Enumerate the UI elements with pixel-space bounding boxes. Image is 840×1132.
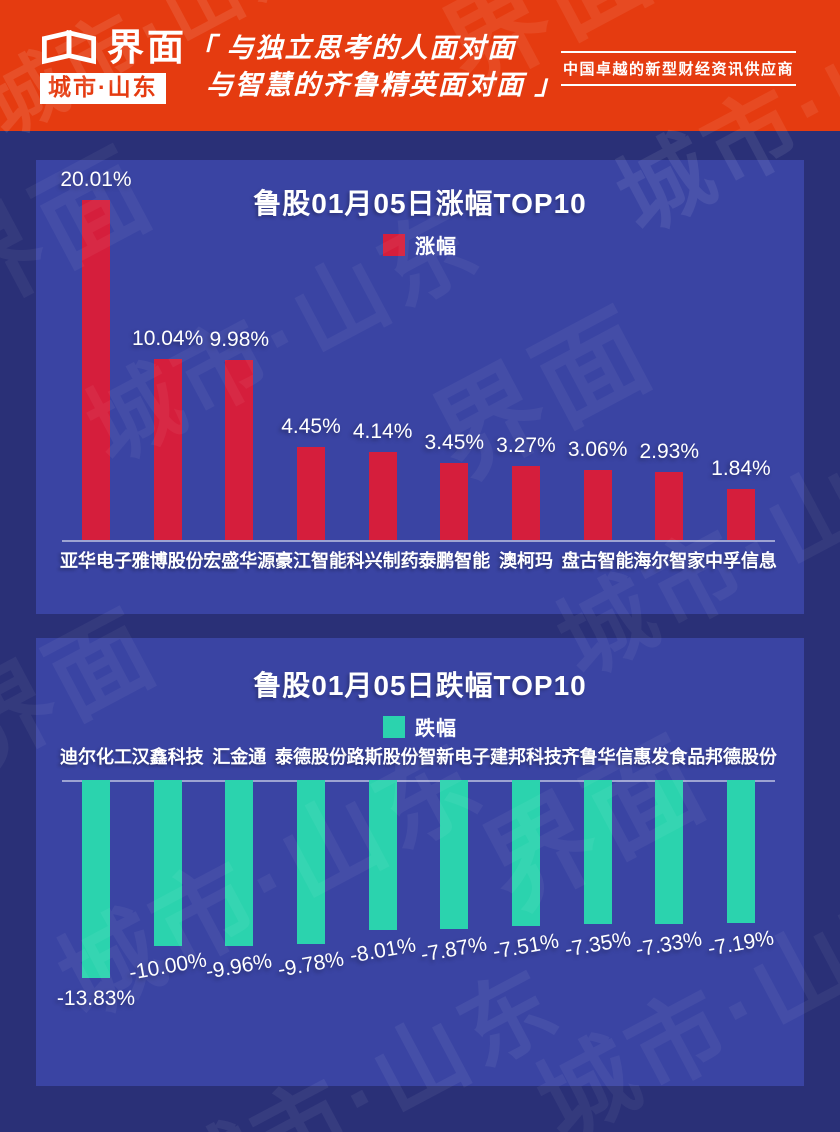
bar-category-label: 中孚信息 (704, 551, 777, 571)
loser-bar-10 (726, 780, 755, 923)
bar-value-label: -9.78% (276, 947, 346, 982)
gainers-legend: 涨幅 (36, 230, 804, 259)
loser-bar-3 (225, 780, 254, 946)
bar-value-label: -7.19% (706, 926, 776, 961)
bar-category-label: 雅博股份 (131, 551, 204, 571)
bar-value-label: -13.83% (56, 987, 136, 1010)
losers-chart-title: 鲁股01月05日跌幅TOP10 (253, 670, 587, 701)
bar-value-label: 2.93% (639, 440, 700, 463)
bar-category-label: 科兴制药 (346, 551, 419, 571)
bar-value-label: 9.98% (209, 328, 270, 351)
gainer-bar-6 (440, 463, 469, 540)
brand-region-badge: 城市·山东 (40, 73, 166, 104)
losers-legend: 跌幅 (36, 712, 804, 741)
bar-value-label: 4.14% (352, 420, 413, 443)
bar-category-label: 路斯股份 (346, 747, 419, 767)
bar-category-label: 邦德股份 (704, 747, 777, 767)
bar-category-label: 迪尔化工 (60, 747, 132, 767)
bar-category-label: 建邦科技 (489, 747, 562, 767)
jiemian-logo-top: 界面 (40, 29, 187, 66)
gainers-chart-panel: 鲁股01月05日涨幅TOP10 涨幅 20.01% 亚华电子 10.04% 雅博股份 9… (36, 160, 804, 614)
bar-value-label: -7.33% (634, 927, 704, 962)
bar-value-label: 20.01% (60, 168, 132, 191)
bar-category-label: 海尔智家 (633, 551, 706, 571)
jiemian-logo-icon (42, 29, 96, 64)
brand-name: 界面 (107, 27, 187, 68)
bar-category-label: 智新电子 (418, 747, 491, 767)
bar-category-label: 宏盛华源 (203, 551, 276, 571)
jiemian-logo: 界面 城市·山东 (40, 29, 187, 104)
gainer-bar-8 (583, 470, 612, 540)
gainers-x-axis-line (62, 540, 775, 542)
bar-value-label: 3.27% (496, 434, 556, 457)
gainers-legend-label: 涨幅 (415, 236, 457, 258)
bar-category-label: 豪江智能 (274, 551, 347, 571)
bar-value-label: -7.51% (491, 929, 561, 964)
bar-category-label: 亚华电子 (60, 551, 132, 571)
bar-category-label: 澳柯玛 (498, 551, 553, 571)
gainers-chart-title: 鲁股01月05日涨幅TOP10 (253, 188, 587, 219)
gainer-bar-3 (225, 360, 254, 540)
bar-value-label: -9.96% (204, 949, 274, 984)
tagline: 中国卓越的新型财经资讯供应商 (560, 51, 796, 86)
losers-legend-swatch (383, 715, 405, 738)
bar-value-label: 4.45% (281, 415, 341, 438)
losers-x-axis-line (62, 780, 775, 782)
bar-value-label: 1.84% (711, 457, 771, 480)
bar-value-label: 3.06% (567, 438, 628, 461)
bar-value-label: -7.35% (562, 927, 633, 962)
loser-bar-7 (511, 780, 540, 926)
bar-category-label: 泰鹏智能 (418, 551, 491, 571)
bar-category-label: 齐鲁华信 (561, 747, 634, 767)
header-banner: 界面 城市·山东 「 与独立思考的人面对面 与智慧的齐鲁精英面对面 」 中国卓越… (0, 0, 840, 131)
gainer-bar-5 (368, 452, 397, 540)
gainers-legend-swatch (383, 233, 405, 256)
gainer-bar-7 (511, 466, 540, 540)
loser-bar-6 (440, 780, 469, 929)
bar-category-label: 泰德股份 (274, 747, 347, 767)
loser-bar-9 (655, 780, 684, 924)
bar-category-label: 惠发食品 (633, 747, 706, 767)
bar-category-label: 汇金通 (212, 747, 267, 767)
bar-value-label: 3.45% (424, 431, 485, 454)
loser-bar-8 (583, 780, 612, 924)
losers-chart-panel: 鲁股01月05日跌幅TOP10 跌幅 -13.83% 迪尔化工 -10.00% 汉鑫科… (36, 638, 804, 1086)
gainer-bar-2 (153, 359, 182, 540)
slogan-line1: 「 与独立思考的人面对面 (188, 33, 517, 63)
loser-bar-5 (368, 780, 397, 930)
bar-category-label: 盘古智能 (561, 551, 634, 571)
slogan: 「 与独立思考的人面对面 与智慧的齐鲁精英面对面 」 (188, 30, 564, 104)
bar-value-label: -10.00% (127, 948, 209, 985)
losers-legend-label: 跌幅 (415, 718, 457, 740)
gainer-bar-1 (82, 200, 110, 540)
loser-bar-4 (296, 780, 325, 944)
loser-bar-1 (82, 780, 110, 978)
bar-value-label: -7.87% (419, 932, 489, 967)
bar-category-label: 汉鑫科技 (131, 747, 204, 767)
gainer-bar-9 (655, 472, 684, 540)
bar-value-label: -8.01% (347, 933, 418, 968)
loser-bar-2 (153, 780, 182, 946)
gainer-bar-10 (726, 489, 755, 540)
gainer-bar-4 (296, 447, 325, 540)
bar-value-label: 10.04% (132, 327, 204, 350)
slogan-line2: 与智慧的齐鲁精英面对面 」 (206, 70, 564, 100)
